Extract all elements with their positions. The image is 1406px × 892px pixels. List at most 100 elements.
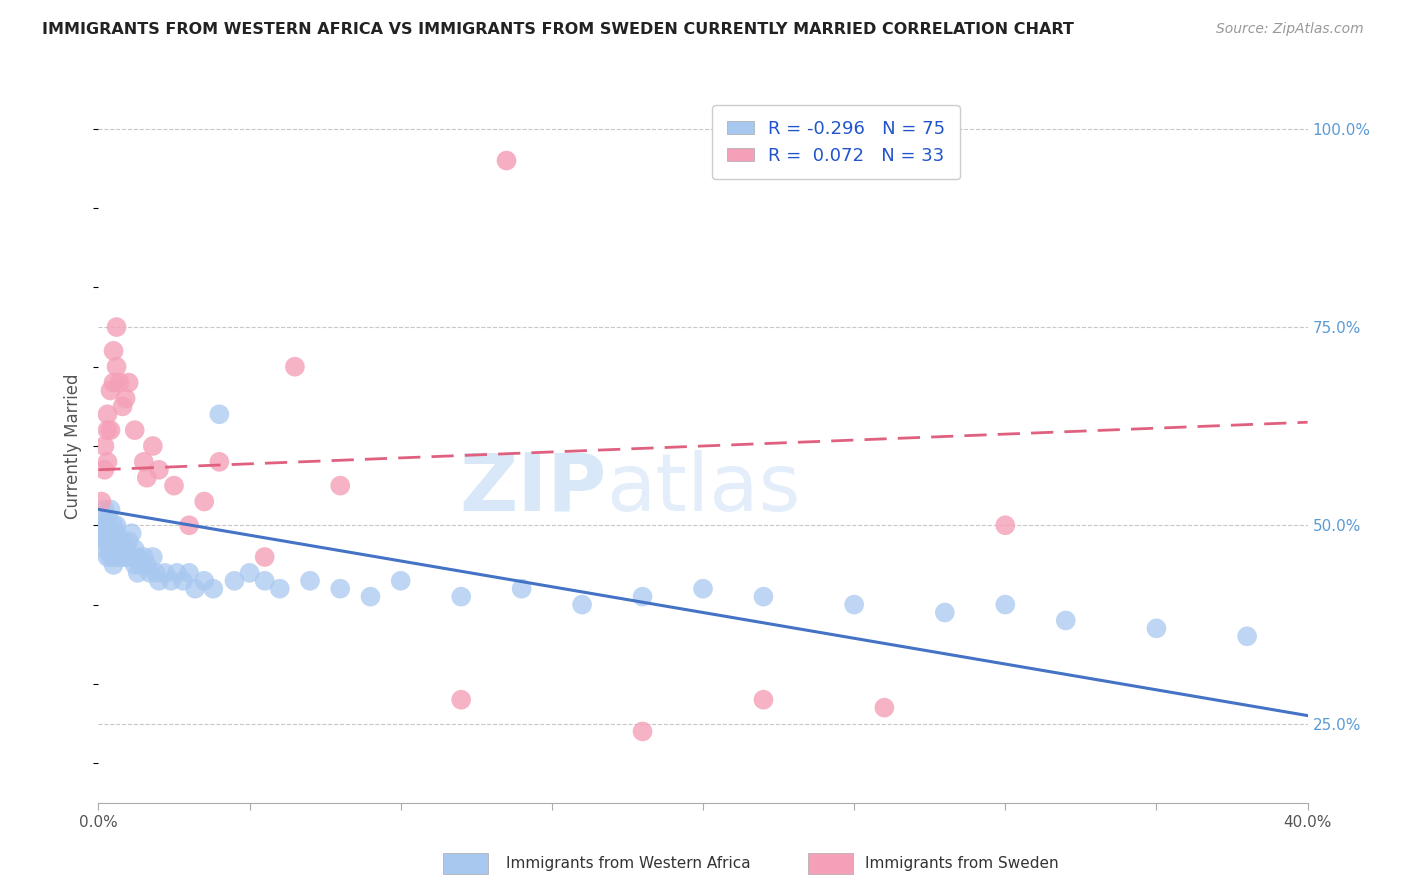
Point: [100, 549, 122, 564]
Point: [160, 574, 183, 588]
Point: [114, 542, 136, 557]
Point: [510, 582, 533, 596]
Point: [148, 463, 170, 477]
Point: [142, 549, 165, 564]
Point: [108, 534, 131, 549]
Point: [844, 598, 866, 612]
Point: [114, 392, 136, 406]
Point: [329, 478, 352, 492]
Point: [631, 724, 654, 739]
Point: [96, 455, 118, 469]
Point: [132, 549, 155, 564]
Point: [135, 471, 157, 485]
Point: [93, 439, 115, 453]
Point: [145, 566, 167, 580]
Point: [96, 407, 118, 421]
Text: Immigrants from Western Africa: Immigrants from Western Africa: [506, 856, 751, 871]
Point: [118, 376, 141, 390]
Point: [129, 558, 152, 572]
Point: [1144, 621, 1167, 635]
Point: [105, 359, 128, 374]
Point: [108, 376, 131, 390]
Point: [934, 606, 956, 620]
Point: [124, 423, 146, 437]
Text: ZIP: ZIP: [458, 450, 606, 528]
Point: [1054, 614, 1077, 628]
Point: [450, 590, 472, 604]
Text: Source: ZipAtlas.com: Source: ZipAtlas.com: [1216, 22, 1364, 37]
Point: [389, 574, 412, 588]
Point: [105, 549, 128, 564]
Point: [103, 376, 125, 390]
Point: [127, 566, 149, 580]
Point: [752, 590, 775, 604]
Point: [96, 518, 118, 533]
Point: [994, 518, 1017, 533]
Point: [284, 359, 307, 374]
Point: [124, 558, 146, 572]
Point: [1236, 629, 1258, 643]
Point: [571, 598, 593, 612]
Point: [121, 526, 143, 541]
Point: [135, 558, 157, 572]
Point: [360, 590, 382, 604]
Y-axis label: Currently Married: Currently Married: [65, 373, 83, 519]
Point: [103, 549, 125, 564]
Point: [93, 463, 115, 477]
Point: [752, 692, 775, 706]
Point: [105, 518, 128, 533]
Point: [118, 534, 141, 549]
Point: [224, 574, 246, 588]
Point: [111, 534, 134, 549]
Point: [93, 502, 115, 516]
Point: [100, 423, 122, 437]
Point: [179, 566, 201, 580]
Point: [103, 526, 125, 541]
Point: [124, 542, 146, 557]
Legend: R = -0.296   N = 75, R =  0.072   N = 33: R = -0.296 N = 75, R = 0.072 N = 33: [713, 105, 960, 179]
Text: atlas: atlas: [606, 450, 800, 528]
Point: [142, 439, 165, 453]
Point: [114, 549, 136, 564]
Point: [184, 582, 207, 596]
Point: [105, 542, 128, 557]
Point: [179, 518, 201, 533]
Point: [239, 566, 262, 580]
Point: [148, 574, 170, 588]
Point: [329, 582, 352, 596]
Point: [96, 423, 118, 437]
Point: [873, 700, 896, 714]
Point: [100, 502, 122, 516]
Point: [103, 518, 125, 533]
Point: [90, 518, 112, 533]
Point: [202, 582, 225, 596]
Point: [105, 320, 128, 334]
Point: [193, 574, 215, 588]
Point: [132, 455, 155, 469]
Point: [495, 153, 517, 168]
Point: [692, 582, 714, 596]
Point: [108, 549, 131, 564]
Point: [105, 526, 128, 541]
Point: [111, 400, 134, 414]
Point: [166, 566, 188, 580]
Point: [96, 549, 118, 564]
Point: [93, 534, 115, 549]
Point: [111, 549, 134, 564]
Point: [96, 534, 118, 549]
Point: [631, 590, 654, 604]
Text: IMMIGRANTS FROM WESTERN AFRICA VS IMMIGRANTS FROM SWEDEN CURRENTLY MARRIED CORRE: IMMIGRANTS FROM WESTERN AFRICA VS IMMIGR…: [42, 22, 1074, 37]
Point: [994, 598, 1017, 612]
Point: [299, 574, 322, 588]
Point: [253, 549, 276, 564]
Point: [100, 534, 122, 549]
Point: [121, 549, 143, 564]
Point: [103, 542, 125, 557]
Point: [193, 494, 215, 508]
Point: [253, 574, 276, 588]
Point: [108, 542, 131, 557]
Point: [127, 549, 149, 564]
Point: [450, 692, 472, 706]
Point: [172, 574, 194, 588]
Point: [96, 510, 118, 524]
